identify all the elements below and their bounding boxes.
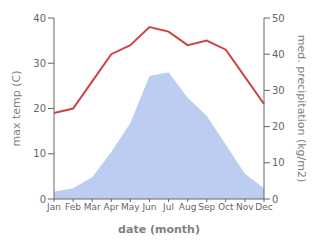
svg-text:Sep: Sep [198,202,215,212]
svg-text:30: 30 [33,58,46,69]
svg-text:10: 10 [272,157,285,168]
svg-text:0: 0 [40,194,46,205]
svg-text:Jan: Jan [46,202,61,212]
svg-text:Nov: Nov [236,202,254,212]
svg-text:20: 20 [272,121,285,132]
svg-text:May: May [121,202,140,212]
svg-text:40: 40 [33,13,46,24]
svg-text:10: 10 [33,148,46,159]
svg-text:30: 30 [272,85,285,96]
svg-text:Jun: Jun [141,202,156,212]
svg-text:Oct: Oct [218,202,234,212]
svg-text:date (month): date (month) [118,223,200,236]
svg-text:40: 40 [272,49,285,60]
svg-text:50: 50 [272,13,285,24]
svg-text:0: 0 [272,194,278,205]
svg-text:Feb: Feb [65,202,81,212]
svg-text:Mar: Mar [84,202,101,212]
svg-text:Dec: Dec [255,202,272,212]
svg-text:med. precipitation (kg/m2): med. precipitation (kg/m2) [295,35,308,183]
svg-text:Aug: Aug [179,202,197,212]
svg-text:Jul: Jul [162,202,174,212]
svg-text:max temp (C): max temp (C) [10,70,23,146]
svg-text:Apr: Apr [103,202,119,212]
svg-text:20: 20 [33,103,46,114]
